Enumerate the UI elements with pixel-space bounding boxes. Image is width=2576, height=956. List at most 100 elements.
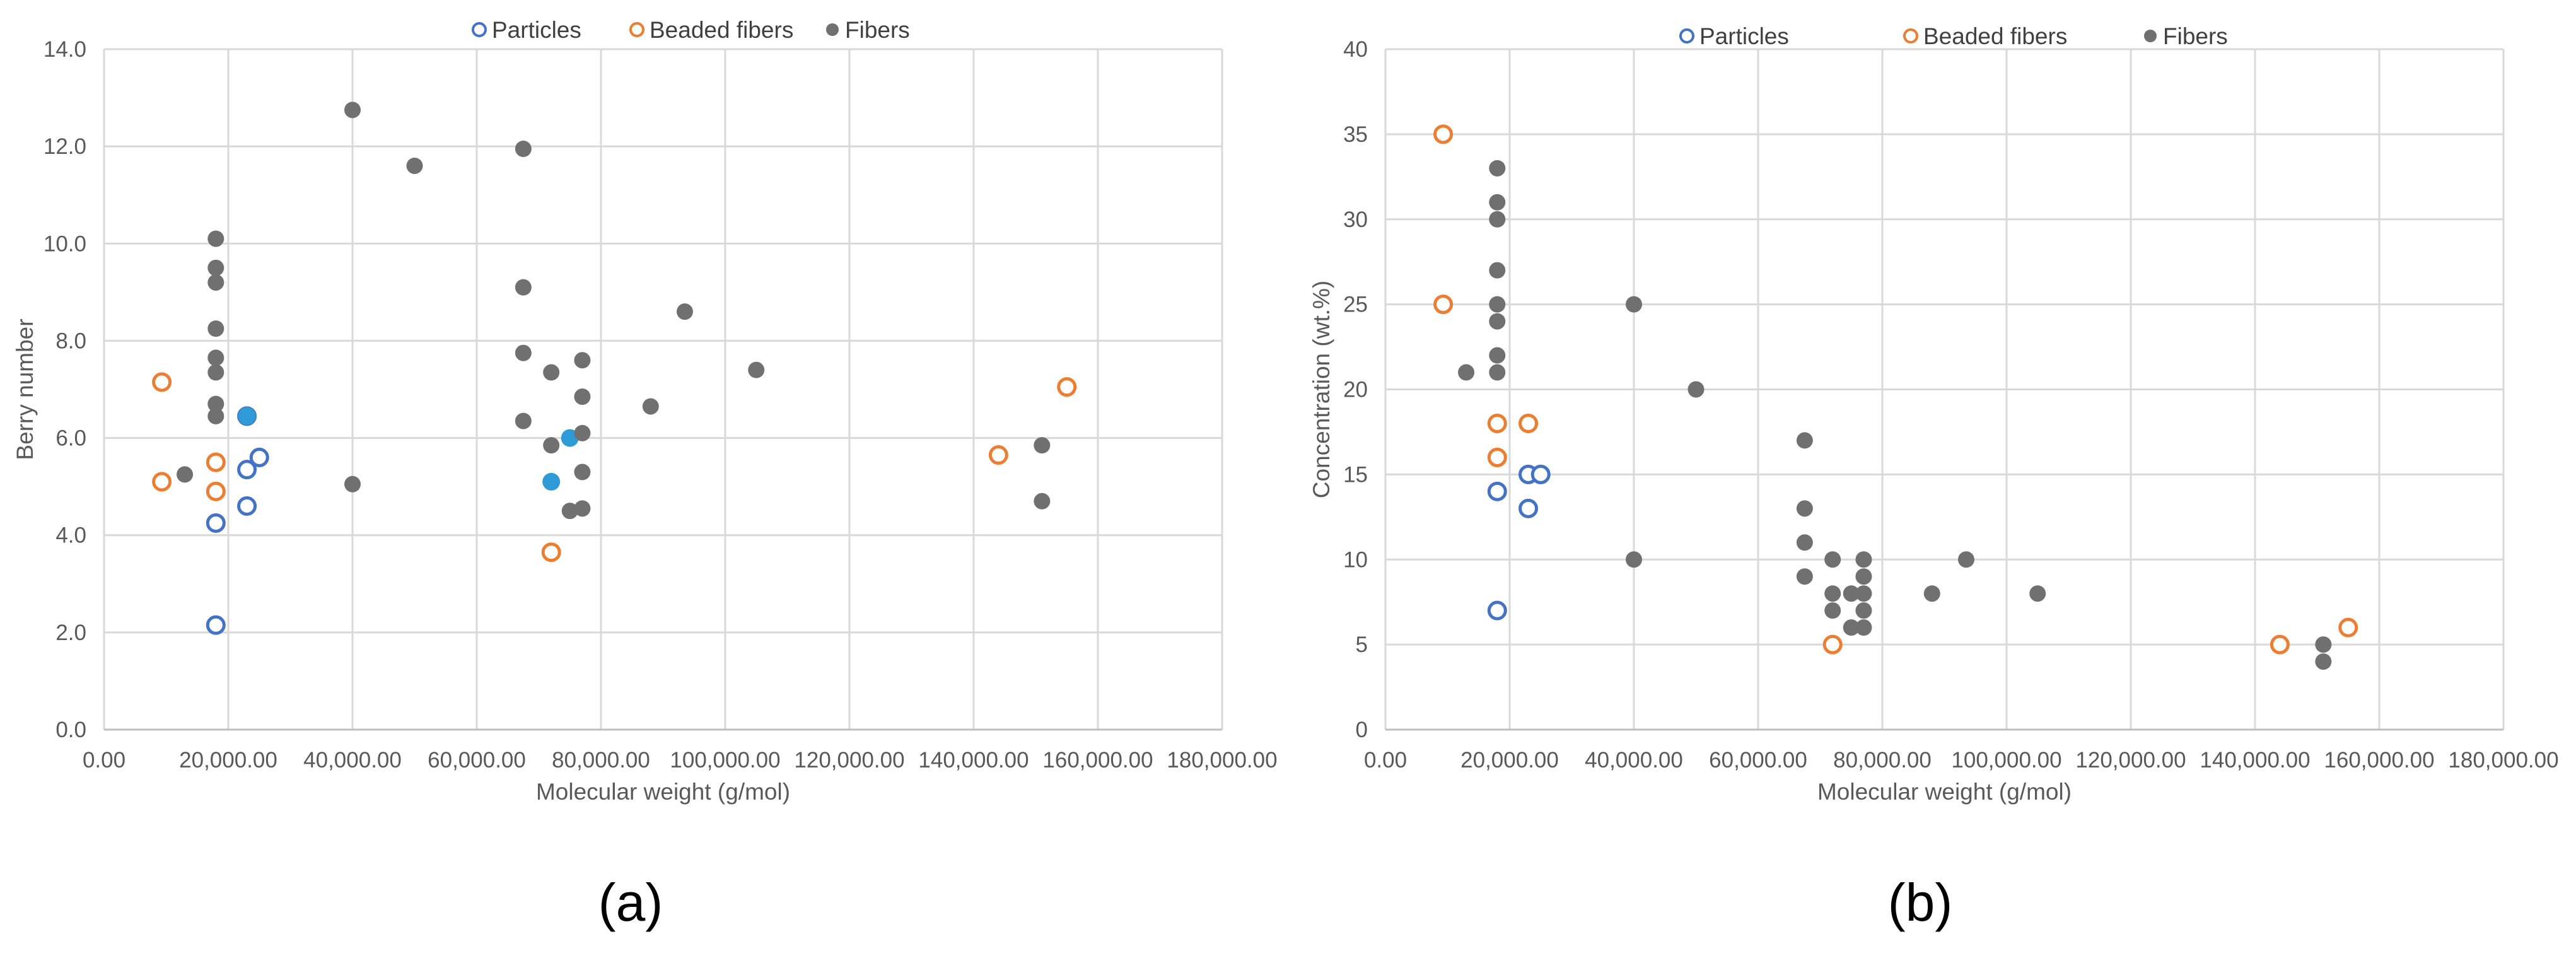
data-point-fibers bbox=[1034, 493, 1051, 510]
x-tick-label: 100,000.00 bbox=[670, 748, 780, 772]
data-point-particles bbox=[1487, 481, 1507, 501]
data-point-beaded-fibers bbox=[1057, 377, 1077, 397]
data-point-fibers bbox=[1489, 160, 1506, 177]
data-point-fibers bbox=[515, 140, 532, 157]
data-point-particles-filled bbox=[238, 407, 256, 425]
legend-label: Fibers bbox=[2163, 23, 2228, 49]
legend-marker bbox=[472, 22, 487, 37]
data-point-fibers bbox=[207, 395, 224, 412]
data-point-fibers bbox=[543, 364, 560, 381]
legend-label: Particles bbox=[492, 17, 581, 43]
data-point-beaded-fibers bbox=[206, 452, 226, 472]
data-point-fibers bbox=[1824, 585, 1841, 602]
y-tick-label: 35 bbox=[1343, 122, 1368, 147]
x-tick-label: 140,000.00 bbox=[918, 748, 1029, 772]
data-point-fibers bbox=[1687, 381, 1705, 398]
data-point-beaded-fibers bbox=[1822, 634, 1843, 655]
chart-panel-a: 0.0 2.0 4.0 6.0 8.0 10.0 12.0 14.0 0.00 20,000.00… bbox=[12, 17, 1278, 932]
data-point-fibers bbox=[1843, 619, 1860, 636]
y-tick-label: 6.0 bbox=[55, 426, 86, 451]
y-tick-label: 10.0 bbox=[44, 231, 86, 256]
data-point-fibers bbox=[207, 349, 224, 366]
x-tick-label: 20,000.00 bbox=[179, 748, 277, 772]
data-point-fibers bbox=[1626, 551, 1642, 568]
data-point-beaded-fibers bbox=[152, 472, 172, 492]
x-tick-label: 80,000.00 bbox=[552, 748, 650, 772]
data-point-fibers bbox=[207, 320, 224, 337]
data-point-beaded-fibers bbox=[1487, 413, 1507, 433]
data-point-beaded-fibers bbox=[152, 372, 172, 392]
y-tick-label: 2.0 bbox=[55, 621, 86, 645]
data-point-fibers bbox=[1489, 194, 1506, 211]
data-point-fibers bbox=[207, 364, 224, 381]
data-point-fibers bbox=[2029, 585, 2046, 602]
x-tick-label: 60,000.00 bbox=[428, 748, 526, 772]
x-tick-label: 160,000.00 bbox=[2324, 748, 2434, 772]
x-axis-title: Molecular weight (g/mol) bbox=[1817, 779, 2072, 805]
y-tick-label: 12.0 bbox=[44, 134, 86, 159]
data-point-particles bbox=[1530, 464, 1551, 484]
data-point-fibers bbox=[748, 361, 765, 378]
y-tick-label: 20 bbox=[1343, 378, 1368, 402]
data-point-fibers bbox=[1458, 364, 1475, 381]
data-point-fibers bbox=[1923, 585, 1940, 602]
y-tick-label: 4.0 bbox=[55, 523, 86, 548]
data-point-particles bbox=[237, 496, 257, 516]
x-tick-label: 180,000.00 bbox=[2448, 748, 2558, 772]
data-point-fibers bbox=[1855, 568, 1872, 585]
data-point-fibers bbox=[561, 503, 578, 520]
y-tick-label: 14.0 bbox=[44, 37, 86, 62]
data-point-fibers bbox=[642, 398, 659, 415]
data-point-fibers bbox=[1796, 534, 1813, 551]
data-point-fibers bbox=[1855, 602, 1872, 619]
data-point-fibers bbox=[1034, 437, 1051, 454]
data-point-fibers bbox=[543, 437, 560, 454]
data-point-particles bbox=[1518, 498, 1539, 518]
panel-label: (b) bbox=[1888, 873, 1953, 932]
data-point-fibers bbox=[1843, 585, 1860, 602]
data-point-beaded-fibers bbox=[1433, 124, 1454, 144]
x-axis-title: Molecular weight (g/mol) bbox=[536, 779, 790, 805]
y-tick-label: 10 bbox=[1343, 547, 1368, 572]
x-tick-label: 160,000.00 bbox=[1042, 748, 1153, 772]
data-point-fibers bbox=[1489, 211, 1506, 228]
legend-marker bbox=[2144, 30, 2157, 42]
data-point-fibers bbox=[574, 388, 591, 405]
data-point-fibers bbox=[207, 274, 224, 291]
x-tick-label: 40,000.00 bbox=[1585, 748, 1683, 772]
data-point-particles-filled bbox=[542, 472, 561, 491]
data-point-fibers bbox=[1489, 262, 1506, 279]
legend-marker bbox=[1679, 28, 1694, 44]
x-tick-label: 120,000.00 bbox=[2075, 748, 2186, 772]
data-point-fibers bbox=[574, 424, 591, 441]
data-point-particles bbox=[249, 447, 269, 467]
y-tick-label: 0.0 bbox=[55, 718, 86, 742]
x-tick-label: 20,000.00 bbox=[1460, 748, 1559, 772]
data-point-fibers bbox=[207, 407, 224, 424]
legend-marker bbox=[1903, 28, 1918, 44]
y-tick-label: 40 bbox=[1343, 37, 1368, 62]
data-point-fibers bbox=[1796, 568, 1813, 585]
data-point-fibers bbox=[515, 412, 532, 429]
data-point-fibers bbox=[1489, 296, 1506, 313]
data-point-fibers bbox=[406, 157, 423, 174]
y-axis-title: Concentration (wt.%) bbox=[1308, 281, 1334, 498]
legend-label: Particles bbox=[1699, 23, 1789, 49]
panel-label: (a) bbox=[598, 873, 663, 932]
data-point-beaded-fibers bbox=[2270, 634, 2290, 655]
data-point-particles bbox=[206, 513, 226, 533]
x-tick-label: 120,000.00 bbox=[794, 748, 904, 772]
data-point-fibers bbox=[1824, 551, 1841, 568]
data-point-fibers bbox=[574, 352, 591, 369]
data-point-beaded-fibers bbox=[206, 481, 226, 501]
x-tick-label: 80,000.00 bbox=[1833, 748, 1932, 772]
data-point-fibers bbox=[1855, 585, 1872, 602]
data-point-fibers bbox=[344, 475, 361, 493]
legend-label: Beaded fibers bbox=[650, 17, 793, 43]
data-point-fibers bbox=[1855, 619, 1872, 636]
data-point-fibers bbox=[1489, 313, 1506, 330]
x-tick-label: 180,000.00 bbox=[1167, 748, 1277, 772]
x-tick-label: 0.00 bbox=[1364, 748, 1407, 772]
legend-marker bbox=[826, 23, 839, 36]
